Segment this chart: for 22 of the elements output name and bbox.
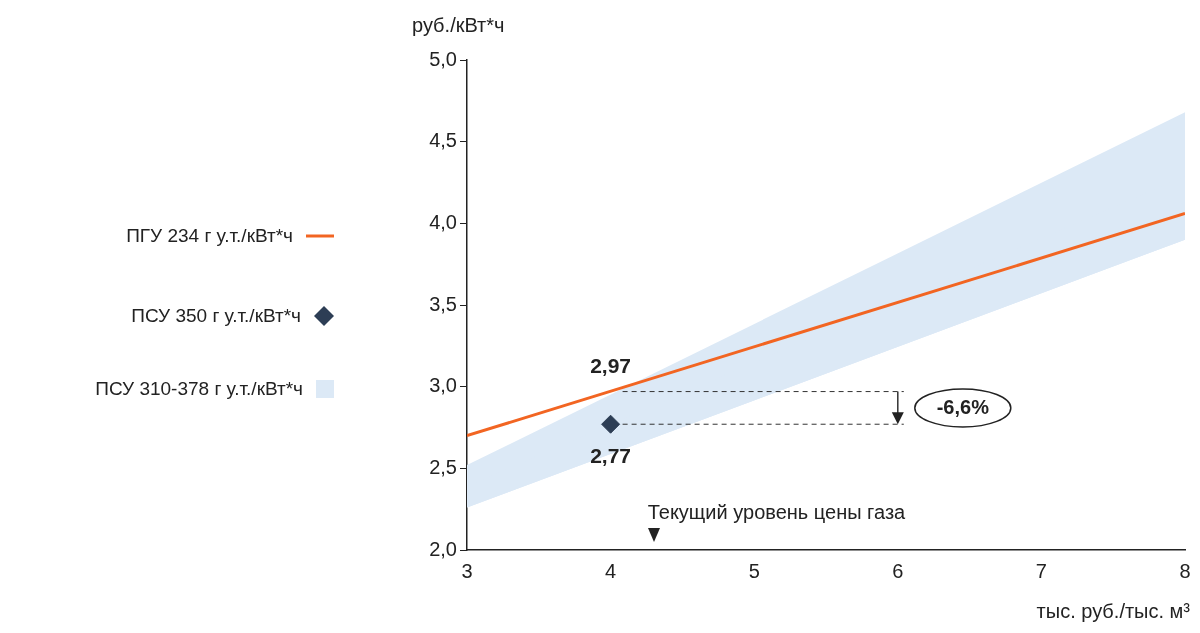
y-tick-label: 2,0: [429, 537, 457, 560]
x-tick-label: 5: [748, 559, 760, 582]
legend-label: ПСУ 350 г у.т./кВт*ч: [131, 305, 301, 327]
y-tick-label: 3,5: [429, 292, 457, 315]
y-tick-label: 4,5: [429, 129, 457, 152]
legend-label: ПГУ 234 г у.т./кВт*ч: [126, 225, 293, 247]
data-label: 2,77: [590, 443, 632, 467]
x-tick-label: 4: [605, 559, 617, 582]
x-tick-label: 7: [1035, 559, 1047, 582]
annotation: -6,6%: [936, 396, 990, 419]
legend-label: ПСУ 310-378 г у.т./кВт*ч: [95, 378, 303, 400]
y-tick-label: 2,5: [429, 455, 457, 478]
y-tick-label: 3,0: [429, 374, 457, 397]
x-tick-label: 3: [461, 559, 473, 582]
y-tick-label: 5,0: [429, 47, 457, 70]
y-tick-label: 4,0: [429, 210, 457, 233]
x-axis-title: тыс. руб./тыс. м³: [1036, 600, 1190, 623]
annotation: Текущий уровень цены газа: [647, 500, 907, 523]
y-axis-title: руб./кВт*ч: [412, 14, 505, 37]
annotation: 2,97: [590, 353, 632, 377]
x-tick-label: 8: [1179, 559, 1191, 582]
x-tick-label: 6: [892, 559, 904, 582]
